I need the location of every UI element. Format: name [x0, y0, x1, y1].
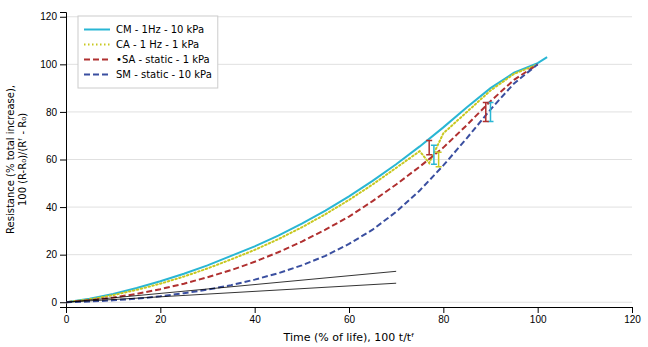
legend-swatch — [84, 44, 110, 46]
legend-swatch — [84, 74, 110, 76]
legend-entry: CA - 1 Hz - 1 kPa — [84, 39, 199, 50]
x-tick-label: 20 — [155, 314, 167, 325]
y-grid-line — [66, 111, 632, 112]
y-grid-line — [66, 302, 632, 303]
y-tick: 20 — [46, 249, 66, 260]
y-axis-title: Resistance (% total increase),100 (R-R₀)… — [5, 85, 28, 234]
y-tick-label: 80 — [46, 107, 58, 118]
y-tick-label: 120 — [40, 11, 57, 22]
y-tick-label: 0 — [51, 297, 57, 308]
y-tick-label: 40 — [46, 202, 58, 213]
y-tick: 100 — [40, 59, 66, 70]
x-tick-mark — [632, 307, 633, 313]
x-axis-title: Time (% of life), 100 t/tᶠ — [283, 331, 415, 344]
legend-label: •SA - static - 1 kPa — [116, 54, 210, 65]
x-tick-label: 120 — [624, 314, 641, 325]
x-tick: 0 — [64, 307, 70, 325]
grid — [66, 17, 632, 302]
y-grid-line — [66, 207, 632, 208]
y-tick-mark — [60, 112, 66, 113]
error-bar — [488, 102, 494, 121]
y-tick: 60 — [46, 154, 66, 165]
legend-label: CM - 1Hz - 10 kPa — [116, 24, 204, 35]
y-tick-mark — [60, 207, 66, 208]
plot-area — [66, 57, 547, 302]
series-line — [66, 64, 538, 302]
x-tick: 120 — [624, 307, 641, 325]
x-tick-mark — [349, 307, 350, 313]
x-axis-line — [67, 308, 633, 314]
y-tick-label: 100 — [40, 59, 57, 70]
legend-label: CA - 1 Hz - 1 kPa — [116, 39, 199, 50]
x-tick: 40 — [250, 307, 262, 325]
y-tick-mark — [60, 64, 66, 65]
legend: CM - 1Hz - 10 kPa CA - 1 Hz - 1 kPa •SA - … — [78, 16, 218, 88]
y-grid-line — [66, 159, 632, 160]
x-tick-label: 80 — [438, 314, 450, 325]
error-bar — [483, 102, 489, 121]
error-bar — [436, 152, 442, 166]
x-tick-label: 0 — [64, 314, 70, 325]
reference-line — [66, 283, 396, 302]
y-tick-mark — [60, 302, 66, 303]
y-axis-line — [60, 13, 67, 308]
y-tick-label: 60 — [46, 154, 58, 165]
y-axis-title-line: 100 (R-R₀)/(Rᶠ - R₀) — [17, 113, 28, 206]
y-tick: 0 — [51, 297, 66, 308]
x-tick-label: 40 — [250, 314, 262, 325]
x-tick-mark — [255, 307, 256, 313]
x-tick: 100 — [530, 307, 547, 325]
x-tick: 60 — [344, 307, 356, 325]
y-tick: 80 — [46, 107, 66, 118]
x-axis: 0 20 40 60 80 100 120 — [64, 307, 642, 325]
error-bar — [426, 140, 432, 154]
legend-swatch — [84, 59, 110, 61]
y-tick-mark — [60, 17, 66, 18]
x-tick: 20 — [155, 307, 167, 325]
series-line — [66, 64, 538, 302]
x-tick-label: 60 — [344, 314, 356, 325]
y-tick: 40 — [46, 202, 66, 213]
series-line — [66, 64, 538, 302]
legend-box — [78, 16, 218, 88]
legend-entry: SM - static - 10 kPa — [84, 69, 212, 80]
x-tick-mark — [443, 307, 444, 313]
y-grid-line — [66, 254, 632, 255]
x-tick-mark — [160, 307, 161, 313]
reference-line — [66, 271, 396, 302]
legend-swatch — [84, 29, 110, 31]
y-axis-title-line: Resistance (% total increase), — [5, 85, 16, 234]
y-tick: 120 — [40, 11, 66, 22]
x-tick: 80 — [438, 307, 450, 325]
y-tick-mark — [60, 160, 66, 161]
x-tick-mark — [538, 307, 539, 313]
y-tick-label: 20 — [46, 249, 58, 260]
legend-label: SM - static - 10 kPa — [116, 69, 212, 80]
series-line — [66, 57, 547, 302]
x-tick-label: 100 — [530, 314, 547, 325]
legend-entry: •SA - static - 1 kPa — [84, 54, 210, 65]
y-axis: 0 20 40 60 80 100 120 — [40, 11, 66, 307]
chart: 0 20 40 60 80 100 120 0 20 40 60 80 100 120 Time (% of… — [0, 0, 648, 347]
legend-entry: CM - 1Hz - 10 kPa — [84, 24, 204, 35]
y-tick-mark — [60, 255, 66, 256]
